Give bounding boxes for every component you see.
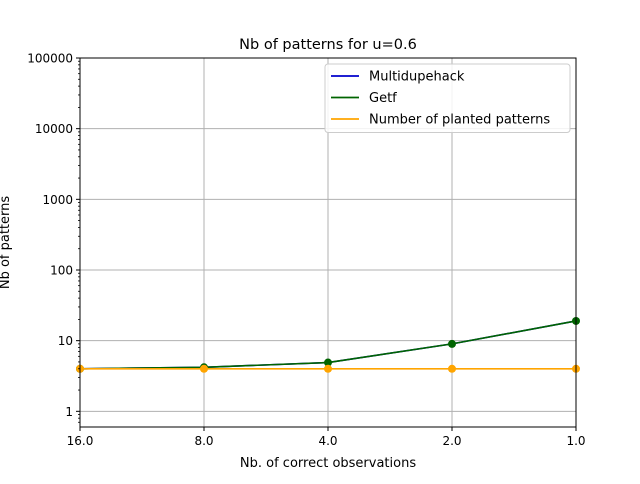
x-tick-label: 2.0 [442, 434, 461, 448]
series-point-2 [448, 364, 456, 373]
y-tick-label: 1000 [42, 193, 73, 207]
series-point-2 [200, 364, 208, 373]
legend-label-1: Getf [369, 91, 397, 106]
series-point-1 [324, 358, 332, 367]
y-tick-label: 10000 [35, 122, 73, 136]
series-point-2 [324, 364, 332, 373]
x-tick-label: 8.0 [194, 434, 213, 448]
x-axis-label: Nb. of correct observations [240, 456, 416, 471]
chart-title: Nb of patterns for u=0.6 [239, 37, 417, 53]
legend-label-0: Multidupehack [369, 70, 465, 85]
legend-label-2: Number of planted patterns [369, 113, 550, 128]
legend-box [324, 63, 571, 133]
y-tick-label: 100 [50, 263, 73, 277]
x-tick-label: 1.0 [566, 434, 585, 448]
series-point-1 [448, 339, 456, 348]
y-tick-label: 10 [58, 334, 73, 348]
x-tick-label: 16.0 [67, 434, 94, 448]
axis-ticks: 16.0 8.0 4.0 2.0 1.0 1 10 100 1000 10000 100000 [27, 52, 585, 449]
y-tick-label: 100000 [27, 52, 73, 66]
y-tick-label: 1 [65, 405, 73, 419]
x-tick-label: 4.0 [318, 434, 337, 448]
series-area [76, 316, 580, 373]
legend: Multidupehack Getf Number of planted patte… [324, 63, 571, 133]
y-axis-label: Nb of patterns [0, 196, 13, 290]
